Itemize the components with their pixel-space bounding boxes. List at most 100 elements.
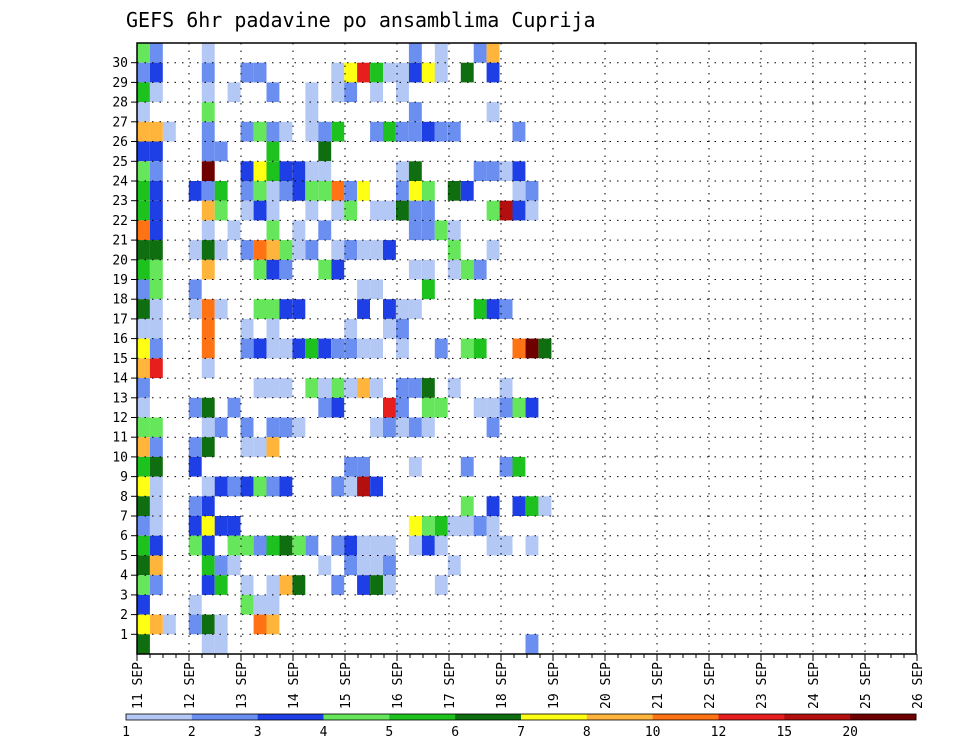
heatmap-cell <box>370 575 383 595</box>
heatmap-cell <box>201 614 215 635</box>
heatmap-cell <box>188 437 202 457</box>
heatmap-cell <box>357 62 370 83</box>
heatmap-cell <box>266 161 280 181</box>
heatmap-cell <box>396 62 409 83</box>
heatmap-cell <box>370 476 383 497</box>
heatmap-cell <box>137 594 150 615</box>
heatmap-cell <box>149 220 163 241</box>
heatmap-cell <box>137 496 150 516</box>
heatmap-cell <box>421 200 435 221</box>
heatmap-cell <box>460 259 474 280</box>
heatmap-cell <box>266 378 280 398</box>
legend-swatch <box>718 714 785 720</box>
heatmap-cell <box>266 141 280 162</box>
heatmap-cell <box>149 200 163 221</box>
heatmap-cell <box>538 338 552 359</box>
heatmap-cell <box>486 240 500 260</box>
heatmap-cell <box>253 535 267 556</box>
heatmap-cell <box>253 161 267 181</box>
heatmap-cell <box>305 121 319 142</box>
heatmap-cell <box>137 161 150 181</box>
heatmap-cell <box>253 181 267 201</box>
heatmap-cell <box>512 121 526 142</box>
heatmap-cell <box>434 575 448 595</box>
heatmap-cell <box>253 476 267 497</box>
heatmap-cell <box>434 338 448 359</box>
heatmap-cell <box>434 397 448 418</box>
heatmap-cell <box>214 417 228 438</box>
y-tick-label: 14 <box>112 372 128 387</box>
heatmap-cell <box>266 417 280 438</box>
heatmap-cell <box>279 259 293 280</box>
heatmap-cell <box>486 161 500 181</box>
heatmap-cell <box>266 535 280 556</box>
heatmap-cell <box>137 121 150 142</box>
heatmap-cell <box>396 121 409 142</box>
heatmap-cell <box>305 200 319 221</box>
heatmap-cell <box>214 634 228 654</box>
heatmap-cell <box>137 358 150 379</box>
heatmap-cell <box>396 397 409 418</box>
heatmap-cell <box>149 575 163 595</box>
heatmap-cell <box>149 338 163 359</box>
heatmap-cell <box>201 634 215 654</box>
heatmap-cell <box>253 338 267 359</box>
heatmap-cell <box>460 516 474 536</box>
heatmap-cell <box>137 82 150 103</box>
heatmap-cell <box>331 397 345 418</box>
heatmap-cell <box>383 121 396 142</box>
heatmap-cell <box>525 397 539 418</box>
heatmap-cell <box>383 555 396 576</box>
heatmap-cell <box>227 82 241 103</box>
heatmap-cell <box>434 62 448 83</box>
y-tick-label: 26 <box>112 135 128 150</box>
heatmap-cell <box>137 516 150 536</box>
heatmap-cell <box>499 200 513 221</box>
heatmap-cell <box>137 318 150 339</box>
heatmap-cell <box>305 535 319 556</box>
y-tick-label: 20 <box>112 253 128 268</box>
heatmap-cell <box>512 338 526 359</box>
heatmap-cell <box>188 181 202 201</box>
heatmap-cell <box>266 476 280 497</box>
legend-label: 1 <box>122 725 130 740</box>
heatmap-cell <box>344 200 358 221</box>
heatmap-cell <box>201 338 215 359</box>
heatmap-cell <box>421 220 435 241</box>
heatmap-cell <box>305 102 319 122</box>
heatmap-cell <box>486 43 500 63</box>
x-tick-label: 25 SEP <box>859 662 874 709</box>
heatmap-cell <box>357 535 370 556</box>
heatmap-cell <box>266 594 280 615</box>
legend-label: 12 <box>711 725 727 740</box>
heatmap-cell <box>149 614 163 635</box>
heatmap-cell <box>331 240 345 260</box>
y-tick-label: 16 <box>112 332 128 347</box>
heatmap-cell <box>396 82 409 103</box>
y-tick-label: 13 <box>112 391 128 406</box>
heatmap-cell <box>149 318 163 339</box>
heatmap-cell <box>137 476 150 497</box>
heatmap-cell <box>227 220 241 241</box>
heatmap-cell <box>188 516 202 536</box>
heatmap-cell <box>460 181 474 201</box>
heatmap-cell <box>137 535 150 556</box>
heatmap-cell <box>188 397 202 418</box>
legend-swatch <box>257 714 324 720</box>
heatmap-cell <box>266 82 280 103</box>
heatmap-cell <box>512 181 526 201</box>
heatmap-cell <box>396 181 409 201</box>
heatmap-cell <box>421 181 435 201</box>
heatmap-cell <box>137 397 150 418</box>
heatmap-cell <box>149 456 163 477</box>
heatmap-cell <box>266 259 280 280</box>
heatmap-cell <box>434 516 448 536</box>
heatmap-cell <box>137 634 150 654</box>
heatmap-cell <box>357 240 370 260</box>
y-tick-label: 15 <box>112 352 128 367</box>
y-tick-label: 17 <box>112 312 128 327</box>
heatmap-cell <box>331 121 345 142</box>
heatmap-cell <box>253 614 267 635</box>
heatmap-cell <box>240 181 254 201</box>
